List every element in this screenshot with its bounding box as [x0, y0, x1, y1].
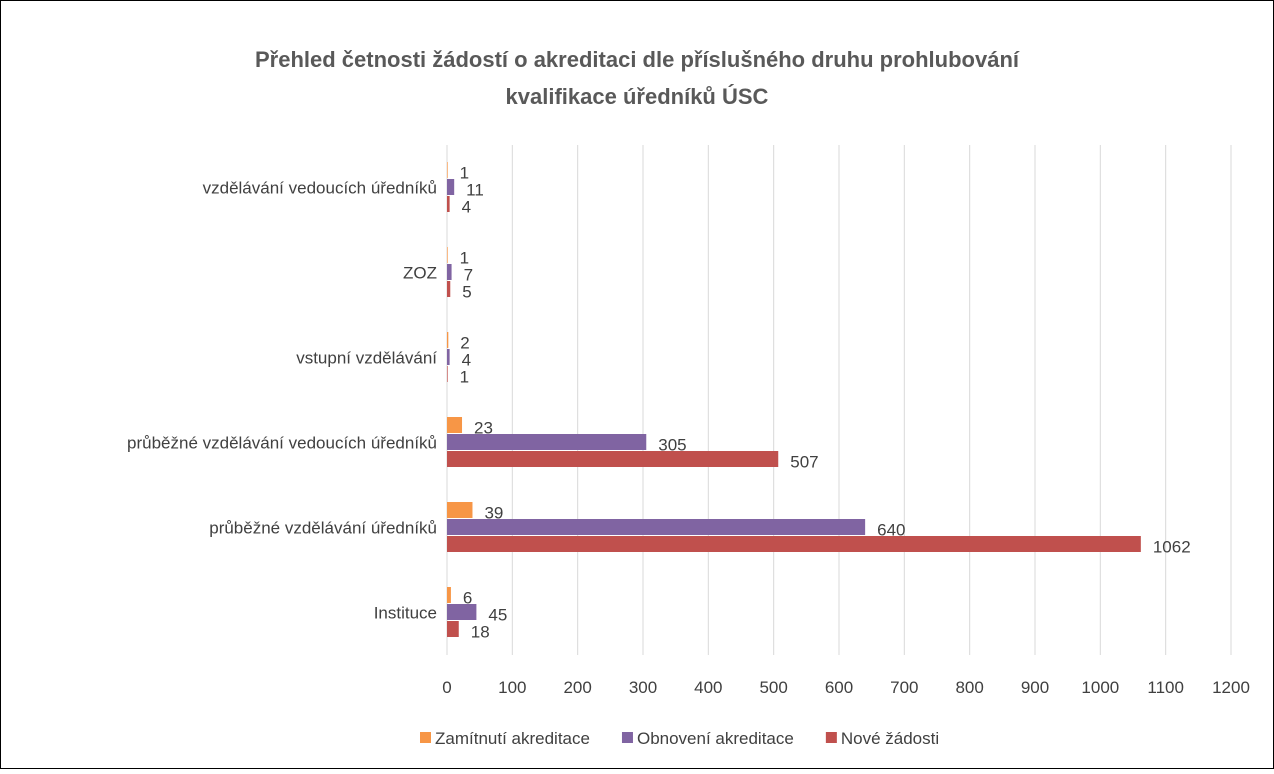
- data-label: 2: [460, 334, 469, 353]
- y-tick-label: Instituce: [374, 604, 437, 623]
- bar: [447, 621, 459, 637]
- bar: [447, 451, 779, 467]
- data-label: 1: [460, 164, 469, 183]
- legend-swatch: [420, 732, 431, 743]
- bar: [447, 247, 448, 263]
- x-tick-label: 100: [498, 678, 526, 697]
- y-tick-label: vzdělávání vedoucích úředníků: [203, 179, 437, 198]
- x-tick-label: 0: [442, 678, 451, 697]
- bar: [447, 587, 451, 603]
- data-label: 11: [466, 181, 484, 200]
- bar: [447, 502, 473, 518]
- bar: [447, 366, 448, 382]
- data-label: 640: [877, 521, 905, 540]
- x-tick-label: 1000: [1081, 678, 1119, 697]
- data-label: 6: [463, 589, 472, 608]
- bar: [447, 264, 452, 280]
- bar: [447, 349, 450, 365]
- y-tick-label: vstupní vzdělávání: [296, 349, 437, 368]
- chart-title: kvalifikace úředníků ÚSC: [506, 84, 769, 109]
- data-label: 39: [484, 504, 503, 523]
- data-label: 7: [464, 266, 473, 285]
- data-label: 1: [460, 249, 469, 268]
- bar: [447, 417, 463, 433]
- data-label: 4: [462, 198, 471, 217]
- bar: [447, 604, 477, 620]
- data-label: 1062: [1153, 538, 1191, 557]
- bar: [447, 281, 451, 297]
- data-label: 23: [474, 419, 493, 438]
- legend-swatch: [825, 732, 837, 743]
- legend-swatch: [621, 732, 633, 743]
- bar: [447, 179, 455, 195]
- bar: [447, 536, 1141, 552]
- legend-label: Nové žádosti: [841, 729, 939, 748]
- data-label: 18: [471, 623, 490, 642]
- y-tick-label: průběžné vzdělávání úředníků: [209, 519, 437, 538]
- x-tick-label: 1200: [1212, 678, 1250, 697]
- x-tick-label: 200: [563, 678, 591, 697]
- bar: [447, 196, 450, 212]
- bar: [447, 332, 449, 348]
- x-tick-label: 900: [1021, 678, 1049, 697]
- bar: [447, 519, 866, 535]
- bar: [447, 162, 448, 178]
- data-label: 507: [790, 453, 818, 472]
- legend-label: Zamítnutí akreditace: [435, 729, 590, 748]
- x-tick-label: 800: [955, 678, 983, 697]
- data-label: 1: [460, 368, 469, 387]
- x-tick-label: 300: [629, 678, 657, 697]
- chart-title: Přehled četnosti žádostí o akreditaci dl…: [255, 47, 1020, 72]
- bar: [447, 434, 647, 450]
- x-tick-label: 400: [694, 678, 722, 697]
- y-tick-label: ZOZ: [403, 264, 437, 283]
- x-tick-label: 600: [825, 678, 853, 697]
- data-label: 305: [658, 436, 686, 455]
- x-tick-label: 500: [759, 678, 787, 697]
- x-tick-label: 700: [890, 678, 918, 697]
- y-tick-label: průběžné vzdělávání vedoucích úředníků: [127, 434, 437, 453]
- legend-label: Obnovení akreditace: [637, 729, 794, 748]
- data-label: 45: [488, 606, 507, 625]
- data-label: 4: [462, 351, 471, 370]
- x-tick-label: 1100: [1147, 678, 1184, 697]
- data-label: 5: [462, 283, 471, 302]
